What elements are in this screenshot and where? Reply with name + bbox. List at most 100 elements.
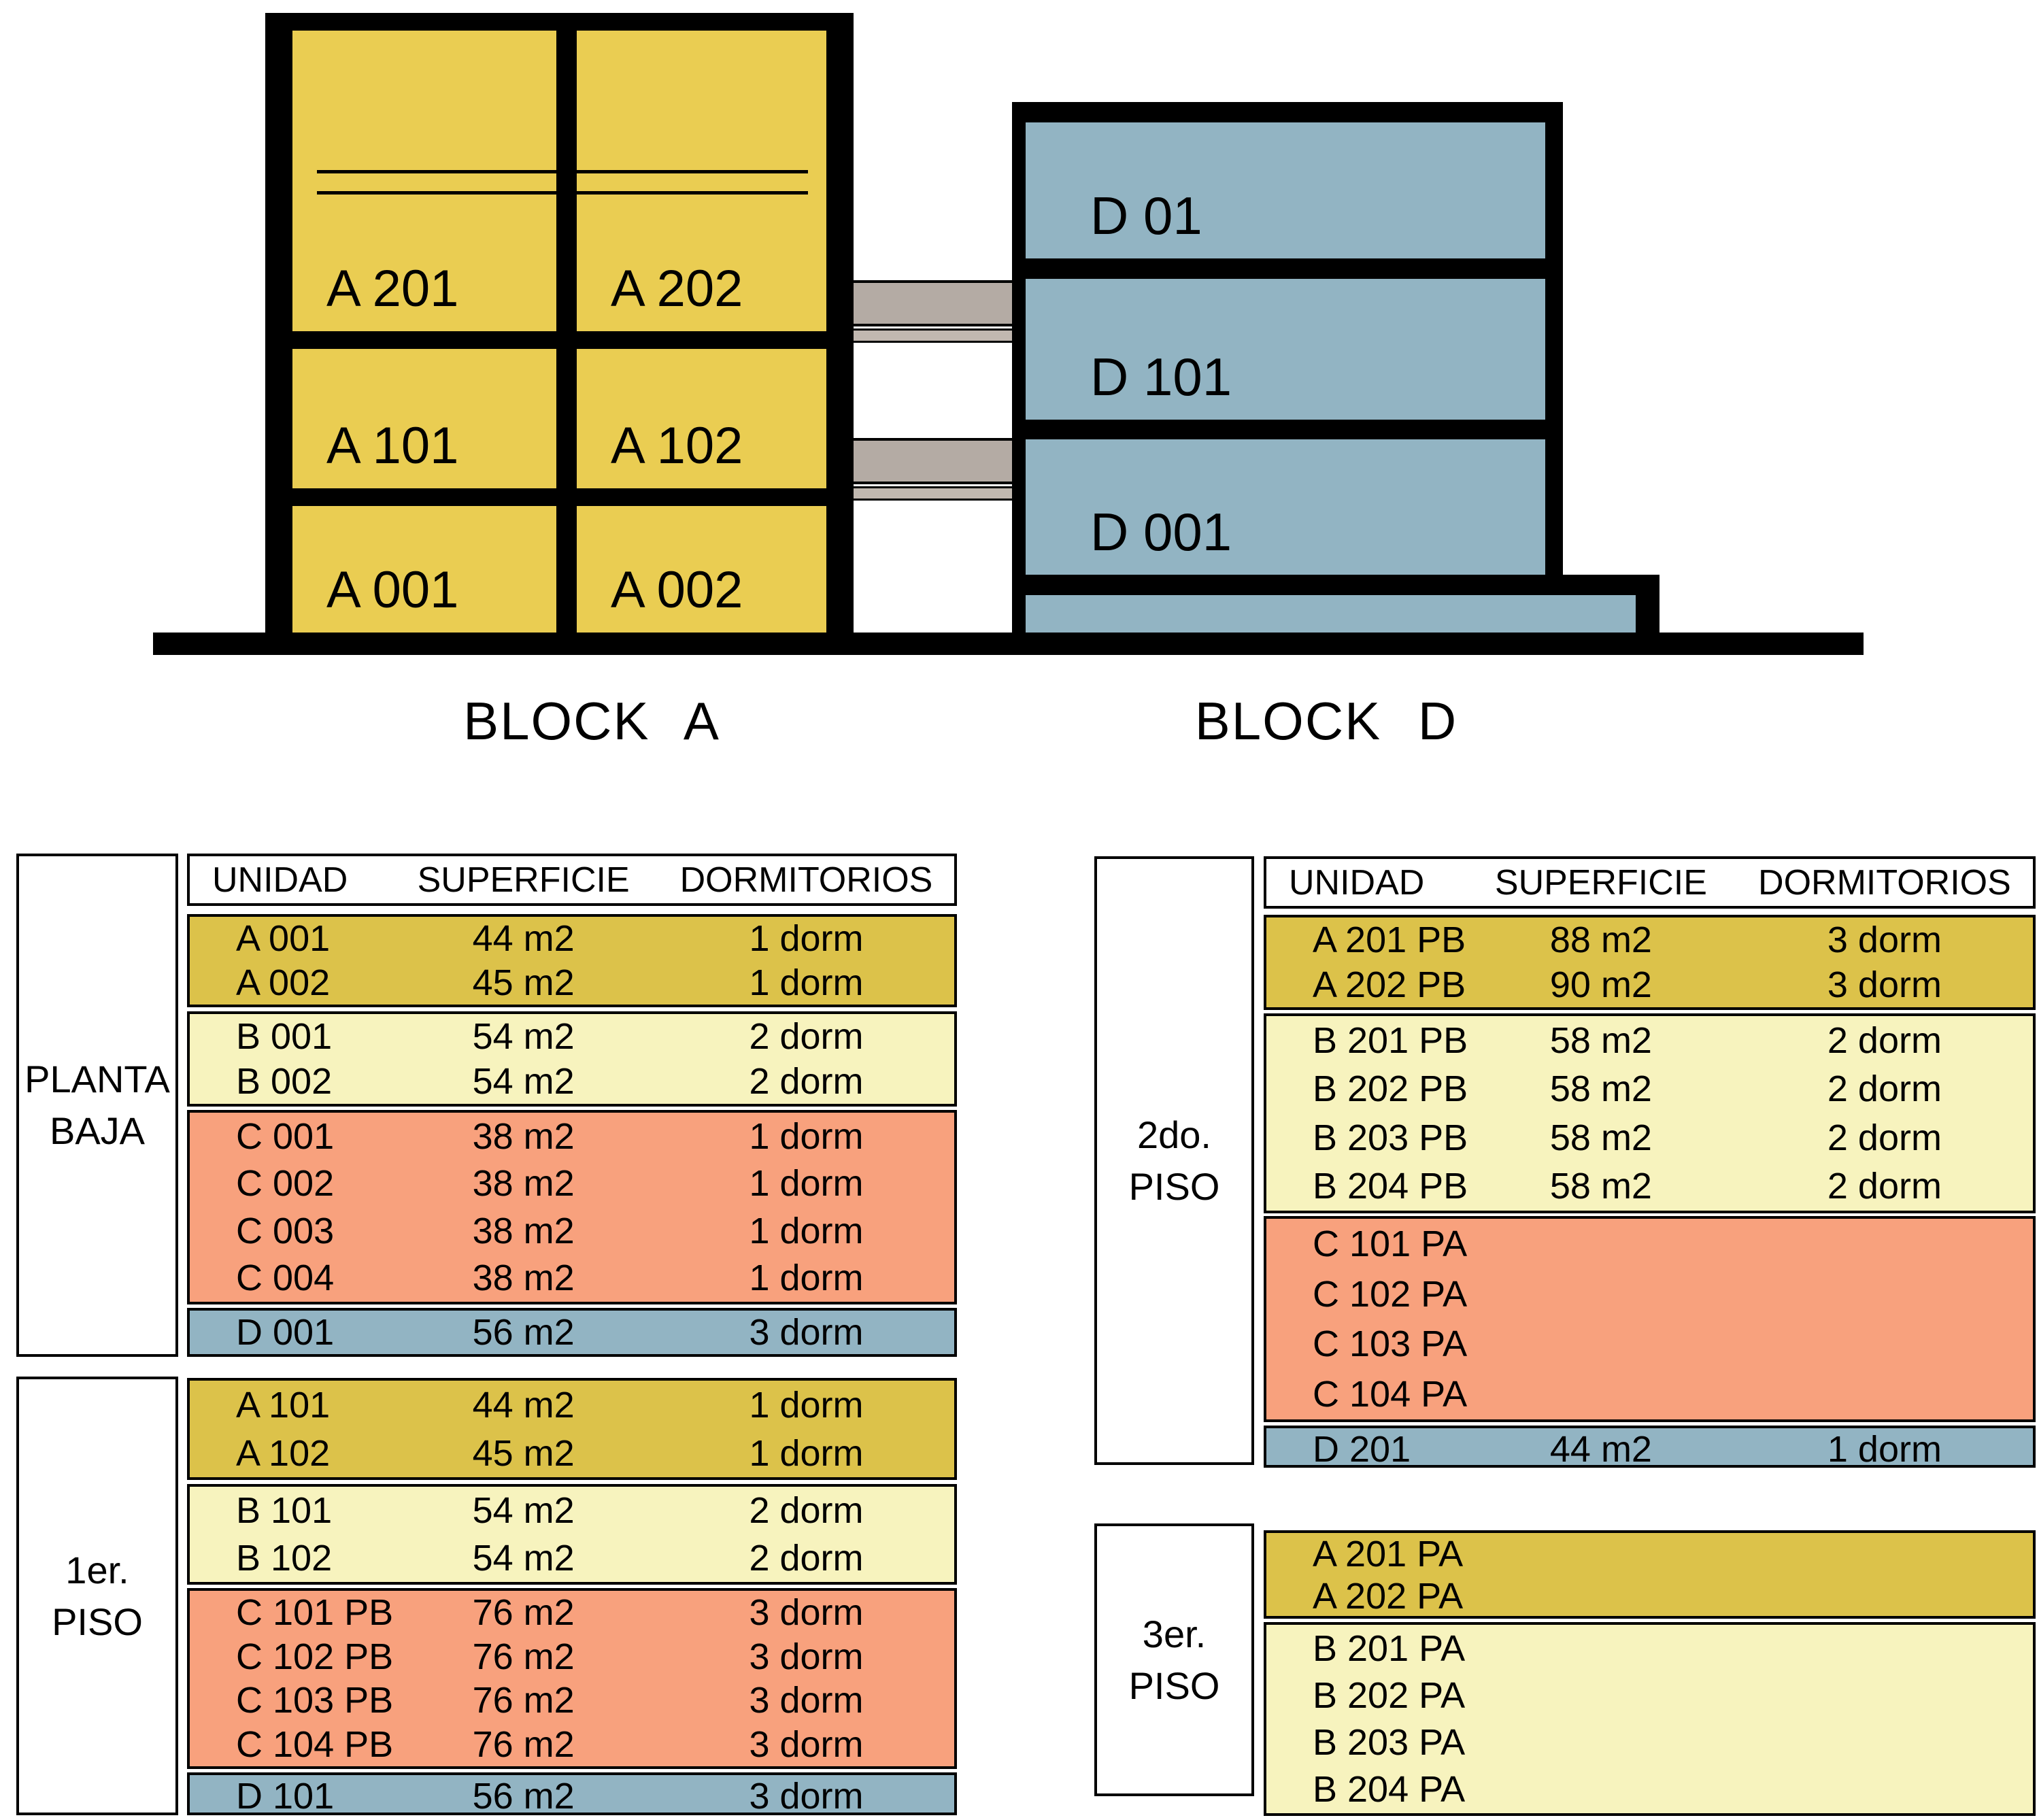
- unit-a002-label: A 002: [611, 561, 743, 619]
- area-cell: 54 m2: [472, 1016, 575, 1057]
- 1er-piso-group-d: D 101 56 m2 3 dorm: [187, 1772, 957, 1817]
- table-row: C 101 PB 76 m2 3 dorm: [190, 1591, 954, 1635]
- dorm-cell: 3 dorm: [749, 1680, 864, 1721]
- unit-cell: C 003: [236, 1210, 335, 1251]
- table-row: C 002 38 m2 1 dorm: [190, 1160, 954, 1208]
- table-row: B 201 PB 58 m2 2 dorm: [1266, 1016, 2033, 1065]
- dorm-cell: 1 dorm: [749, 962, 864, 1003]
- unit-d001-label: D 001: [1090, 502, 1232, 562]
- dorm-cell: 3 dorm: [1827, 920, 1942, 960]
- unit-cell: B 101: [236, 1490, 333, 1531]
- unit-cell: B 102: [236, 1538, 333, 1579]
- table-row: A 001 44 m2 1 dorm: [190, 917, 954, 961]
- 2do-piso-group-c: C 101 PA C 102 PA C 103 PA C 104 PA: [1264, 1216, 2036, 1422]
- floor-label-line1: 3er.: [1142, 1612, 1207, 1655]
- area-cell: 76 m2: [472, 1723, 575, 1765]
- unit-a101: A 101: [292, 349, 556, 488]
- walkway-lower-ledge: [854, 486, 1012, 501]
- floor-label-2do-piso: 2do. PISO: [1094, 856, 1254, 1465]
- 1er-piso-group-b: B 101 54 m2 2 dorm B 102 54 m2 2 dorm: [187, 1484, 957, 1585]
- unit-cell: A 202 PB: [1313, 964, 1466, 1005]
- unit-a201: A 201: [292, 31, 556, 331]
- unit-a002: A 002: [577, 506, 826, 633]
- table-row: C 102 PB 76 m2 3 dorm: [190, 1635, 954, 1679]
- dorm-cell: 2 dorm: [749, 1016, 864, 1057]
- unit-cell: C 101 PA: [1313, 1223, 1468, 1264]
- unit-cell: C 004: [236, 1258, 335, 1299]
- area-cell: 54 m2: [472, 1061, 575, 1102]
- area-cell: 88 m2: [1549, 920, 1652, 960]
- unit-cell: B 202 PB: [1313, 1068, 1468, 1110]
- table-row: A 202 PB 90 m2 3 dorm: [1266, 962, 2033, 1007]
- dorm-cell: 3 dorm: [1827, 964, 1942, 1005]
- dorm-cell: 1 dorm: [749, 1258, 864, 1299]
- table-row: C 104 PA: [1266, 1369, 2033, 1419]
- table-row: A 201 PA: [1266, 1533, 2033, 1575]
- unit-cell: B 201 PB: [1313, 1019, 1468, 1061]
- table-row: A 101 44 m2 1 dorm: [190, 1381, 954, 1429]
- area-cell: 54 m2: [472, 1538, 575, 1579]
- area-cell: 45 m2: [472, 962, 575, 1003]
- 3er-piso-group-b: B 201 PA B 202 PA B 203 PA B 204 PA: [1264, 1622, 2036, 1816]
- unit-cell: C 001: [236, 1115, 335, 1157]
- unit-cell: C 002: [236, 1163, 335, 1204]
- dorm-cell: 1 dorm: [749, 1210, 864, 1251]
- table-row: B 204 PB 58 m2 2 dorm: [1266, 1162, 2033, 1211]
- unit-cell: B 203 PB: [1313, 1117, 1468, 1158]
- table-row: C 004 38 m2 1 dorm: [190, 1255, 954, 1302]
- table-row: C 001 38 m2 1 dorm: [190, 1113, 954, 1160]
- area-cell: 38 m2: [472, 1115, 575, 1157]
- unit-cell: C 103 PA: [1313, 1324, 1468, 1365]
- floor-label-line2: PISO: [1128, 1664, 1220, 1707]
- table-row: D 101 56 m2 3 dorm: [190, 1775, 954, 1817]
- railing-line-bottom: [317, 191, 808, 195]
- dorm-cell: 1 dorm: [749, 1384, 864, 1426]
- unit-cell: A 101: [236, 1384, 331, 1426]
- table-header-left: UNIDAD SUPERFICIE DORMITORIOS: [187, 854, 957, 906]
- area-cell: 44 m2: [472, 1384, 575, 1426]
- area-cell: 58 m2: [1549, 1117, 1652, 1158]
- table-row: D 001 56 m2 3 dorm: [190, 1311, 954, 1354]
- unit-d01: D 01: [1026, 122, 1545, 258]
- dorm-cell: 1 dorm: [749, 1432, 864, 1474]
- 3er-piso-group-a: A 201 PA A 202 PA: [1264, 1530, 2036, 1619]
- area-cell: 56 m2: [472, 1776, 575, 1817]
- area-cell: 38 m2: [472, 1163, 575, 1204]
- floor-label-1er-piso: 1er. PISO: [16, 1377, 178, 1815]
- dorm-cell: 2 dorm: [1827, 1019, 1942, 1061]
- 2do-piso-group-d: D 201 44 m2 1 dorm: [1264, 1426, 2036, 1470]
- dorm-cell: 3 dorm: [749, 1776, 864, 1817]
- unit-cell: C 104 PA: [1313, 1374, 1468, 1415]
- unit-cell: C 102 PB: [236, 1636, 394, 1677]
- floor-label-3er-piso: 3er. PISO: [1094, 1523, 1254, 1796]
- floor-label-line1: PLANTA: [24, 1058, 170, 1101]
- header-row: UNIDAD SUPERFICIE DORMITORIOS: [190, 856, 954, 903]
- unit-cell: B 202 PA: [1313, 1674, 1466, 1716]
- floor-label-line2: BAJA: [49, 1109, 146, 1152]
- dorm-cell: 2 dorm: [749, 1061, 864, 1102]
- ground-line: [153, 633, 1864, 655]
- block-d: D 01 D 101 D 001: [1012, 102, 1563, 595]
- block-d-caption: BLOCK D: [1194, 691, 1458, 751]
- dorm-cell: 3 dorm: [749, 1312, 864, 1353]
- area-cell: 58 m2: [1549, 1019, 1652, 1061]
- unit-cell: C 101 PB: [236, 1592, 394, 1634]
- floor-label-line2: PISO: [1128, 1164, 1220, 1208]
- unit-d101: D 101: [1026, 279, 1545, 420]
- unit-cell: B 204 PB: [1313, 1166, 1468, 1207]
- unit-a202-label: A 202: [611, 260, 743, 318]
- table-row: B 203 PB 58 m2 2 dorm: [1266, 1113, 2033, 1162]
- unit-cell: C 102 PA: [1313, 1273, 1468, 1315]
- walkway-lower-slab: [854, 438, 1012, 484]
- unit-a001: A 001: [292, 506, 556, 633]
- unit-cell: A 201 PB: [1313, 920, 1466, 960]
- unit-cell: D 001: [236, 1312, 335, 1353]
- table-row: B 101 54 m2 2 dorm: [190, 1487, 954, 1534]
- block-d-step-bar: [1563, 575, 1659, 595]
- area-cell: 38 m2: [472, 1210, 575, 1251]
- table-row: A 202 PA: [1266, 1575, 2033, 1617]
- unit-a201-label: A 201: [326, 260, 459, 318]
- walkway-upper-slab: [854, 280, 1012, 326]
- header-superficie: SUPERFICIE: [1494, 862, 1707, 903]
